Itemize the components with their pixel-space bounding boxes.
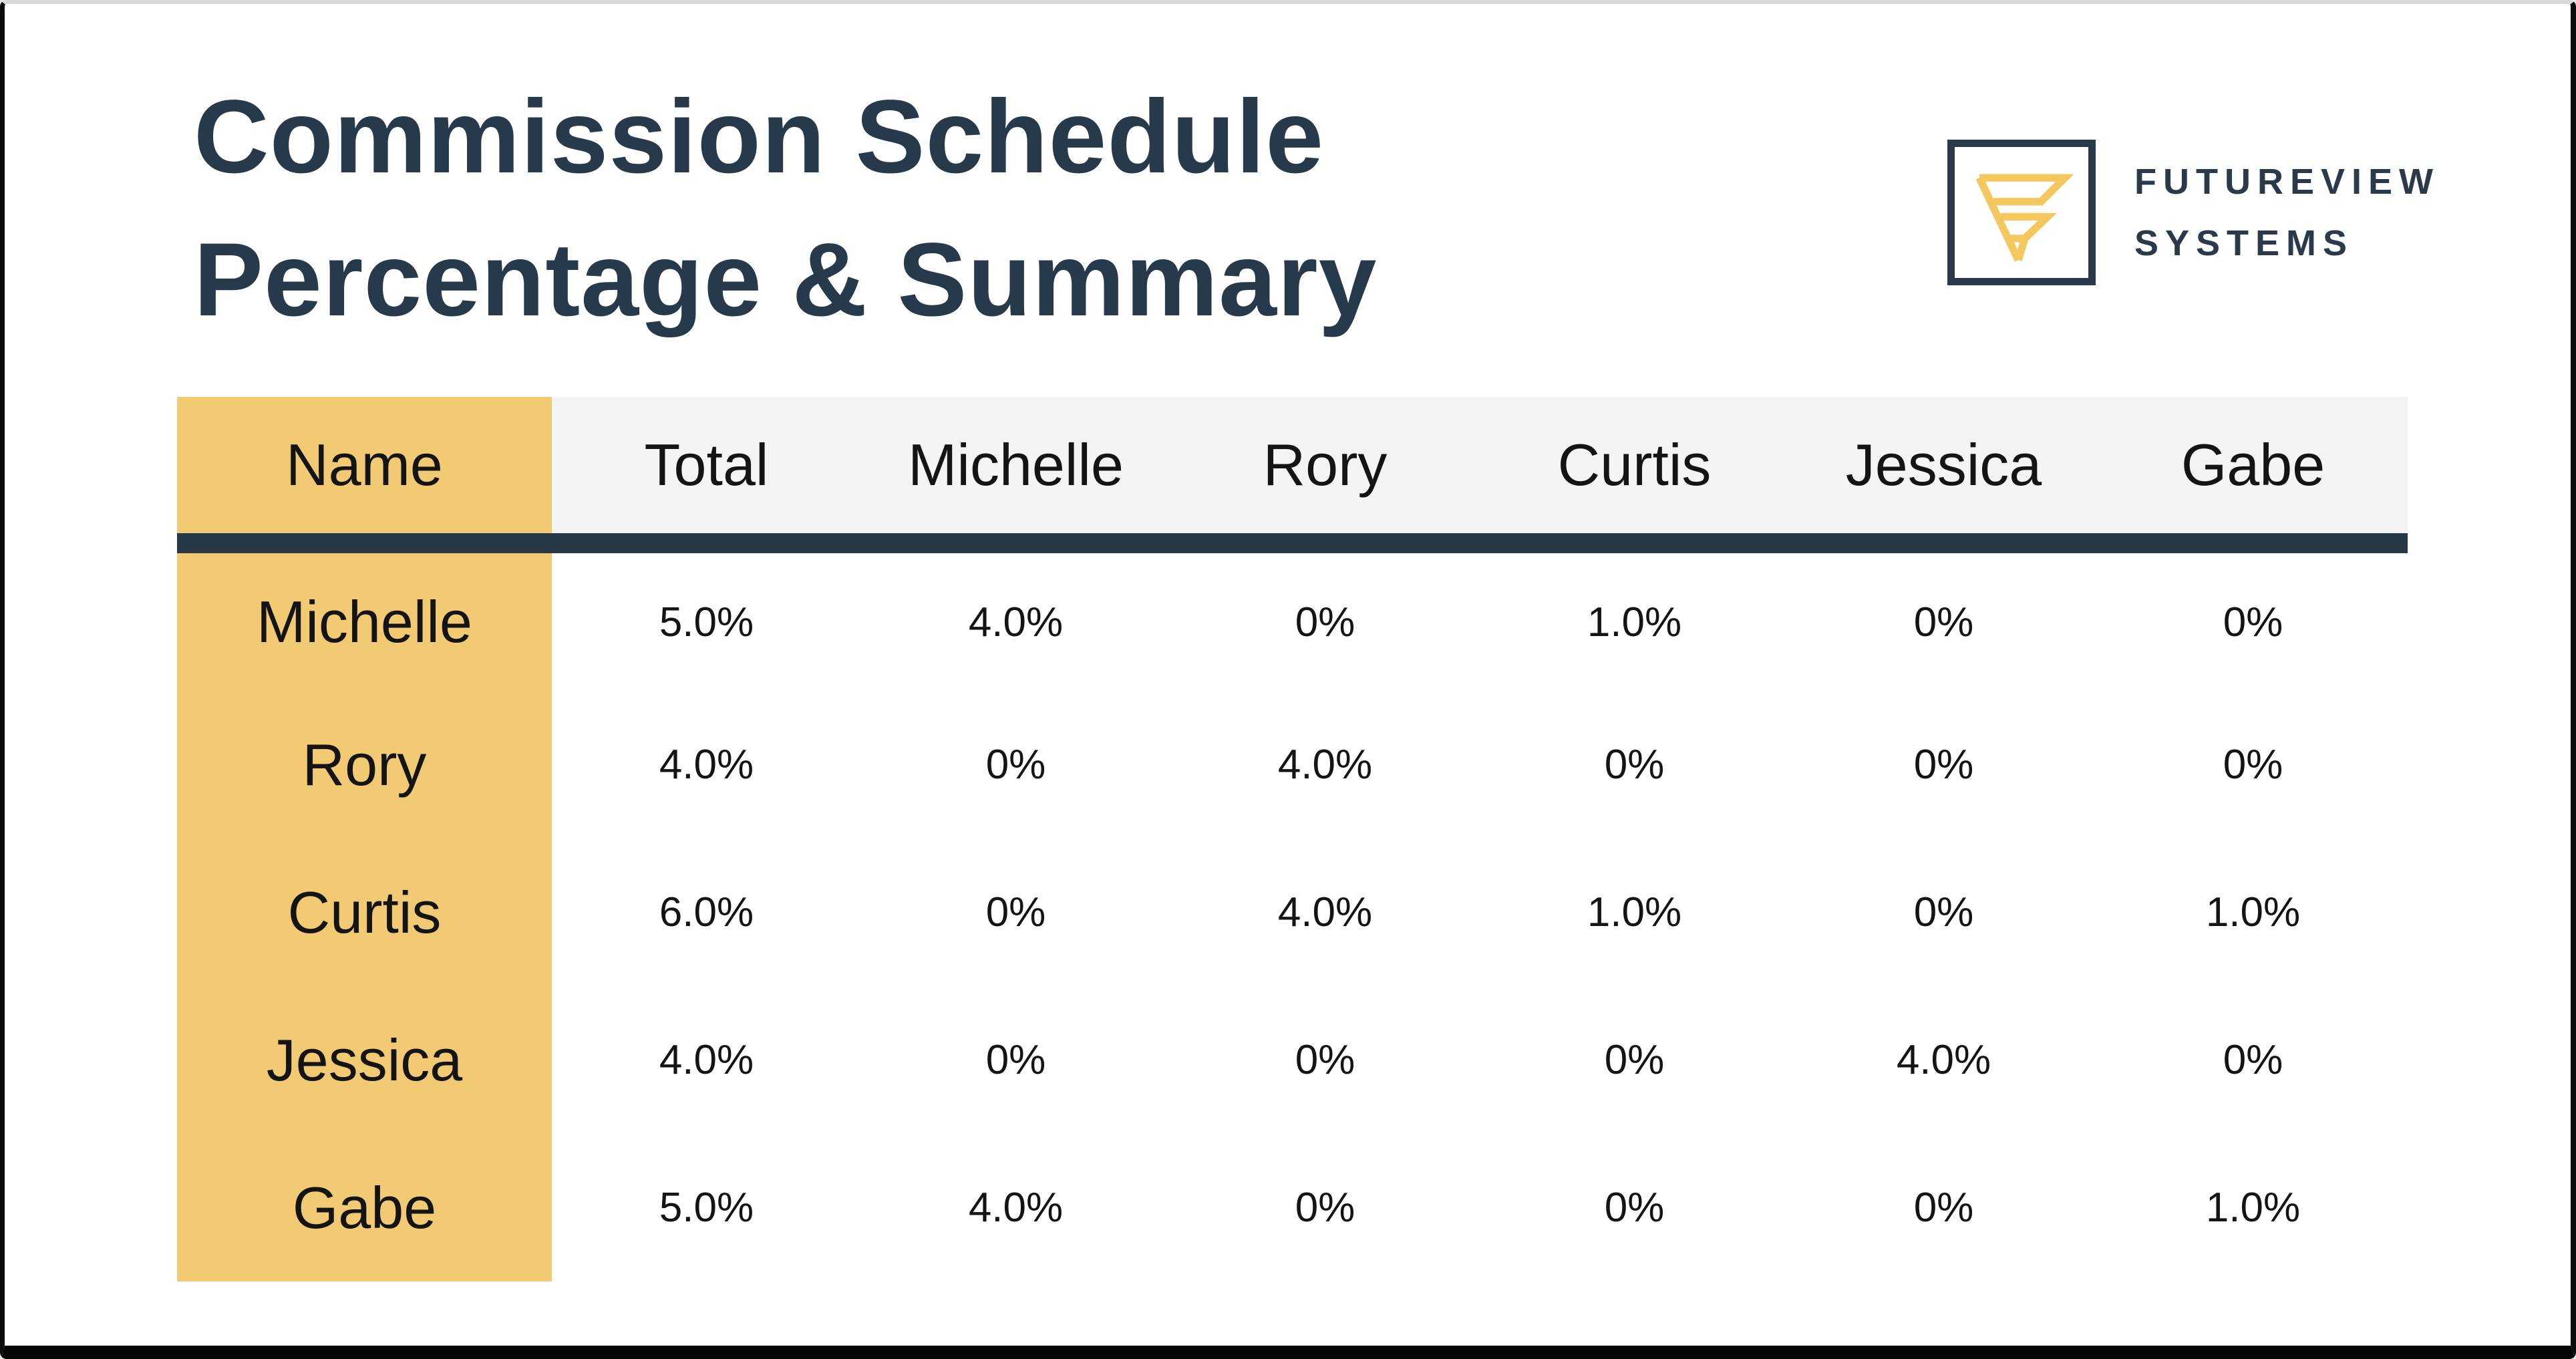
cell-value: 0% xyxy=(2098,691,2408,839)
cell-value: 0% xyxy=(2098,986,2408,1134)
cell-value: 4.0% xyxy=(1789,986,2098,1134)
cell-value: 4.0% xyxy=(552,986,861,1134)
column-header-total: Total xyxy=(552,397,861,553)
cell-value: 5.0% xyxy=(552,543,861,691)
cell-value: 0% xyxy=(861,986,1170,1134)
cell-value: 0% xyxy=(1789,543,2098,691)
column-header-michelle: Michelle xyxy=(861,397,1170,553)
row-label-curtis: Curtis xyxy=(177,839,552,986)
cell-value: 0% xyxy=(1170,986,1480,1134)
title-line-1: Commission Schedule xyxy=(194,79,1325,195)
cell-value: 4.0% xyxy=(1170,839,1480,986)
table-row-curtis: Curtis 6.0% 0% 4.0% 1.0% 0% 1.0% xyxy=(177,839,2408,986)
futureview-logo: FUTUREVIEW SYSTEMS xyxy=(1947,140,2440,285)
cell-value: 0% xyxy=(1480,1134,1789,1281)
cell-value: 0% xyxy=(1170,543,1480,691)
cell-value: 0% xyxy=(1789,1134,2098,1281)
cell-value: 5.0% xyxy=(552,1134,861,1281)
cell-value: 0% xyxy=(1789,691,2098,839)
cell-value: 0% xyxy=(2098,543,2408,691)
cell-value: 4.0% xyxy=(861,1134,1170,1281)
futureview-f-mark-icon xyxy=(1947,140,2096,285)
logo-brand-line-1: FUTUREVIEW xyxy=(2134,162,2440,202)
cell-value: 0% xyxy=(1480,986,1789,1134)
row-label-jessica: Jessica xyxy=(177,986,552,1134)
cell-value: 4.0% xyxy=(861,543,1170,691)
page-title: Commission Schedule Percentage & Summary xyxy=(194,65,1377,351)
commission-table: Name Total Michelle Rory Curtis Jessica … xyxy=(177,397,2408,1281)
cell-value: 0% xyxy=(861,691,1170,839)
column-header-jessica: Jessica xyxy=(1789,397,2098,553)
column-header-name: Name xyxy=(177,397,552,553)
column-header-gabe: Gabe xyxy=(2098,397,2408,553)
cell-value: 0% xyxy=(1170,1134,1480,1281)
table-row-jessica: Jessica 4.0% 0% 0% 0% 4.0% 0% xyxy=(177,986,2408,1134)
cell-value: 6.0% xyxy=(552,839,861,986)
row-label-rory: Rory xyxy=(177,691,552,839)
table-row-michelle: Michelle 5.0% 4.0% 0% 1.0% 0% 0% xyxy=(177,543,2408,691)
cell-value: 0% xyxy=(1480,691,1789,839)
cell-value: 0% xyxy=(1789,839,2098,986)
logo-wordmark: FUTUREVIEW SYSTEMS xyxy=(2134,161,2440,264)
column-header-rory: Rory xyxy=(1170,397,1480,553)
table-row-rory: Rory 4.0% 0% 4.0% 0% 0% 0% xyxy=(177,691,2408,839)
cell-value: 1.0% xyxy=(1480,839,1789,986)
column-header-curtis: Curtis xyxy=(1480,397,1789,553)
cell-value: 4.0% xyxy=(1170,691,1480,839)
cell-value: 1.0% xyxy=(1480,543,1789,691)
cell-value: 0% xyxy=(861,839,1170,986)
table-header-row: Name Total Michelle Rory Curtis Jessica … xyxy=(177,397,2408,553)
cell-value: 1.0% xyxy=(2098,1134,2408,1281)
row-label-gabe: Gabe xyxy=(177,1134,552,1281)
row-label-michelle: Michelle xyxy=(177,543,552,691)
cell-value: 4.0% xyxy=(552,691,861,839)
logo-brand-line-2: SYSTEMS xyxy=(2134,223,2354,263)
table-row-gabe: Gabe 5.0% 4.0% 0% 0% 0% 1.0% xyxy=(177,1134,2408,1281)
title-line-2: Percentage & Summary xyxy=(194,222,1378,338)
cell-value: 1.0% xyxy=(2098,839,2408,986)
